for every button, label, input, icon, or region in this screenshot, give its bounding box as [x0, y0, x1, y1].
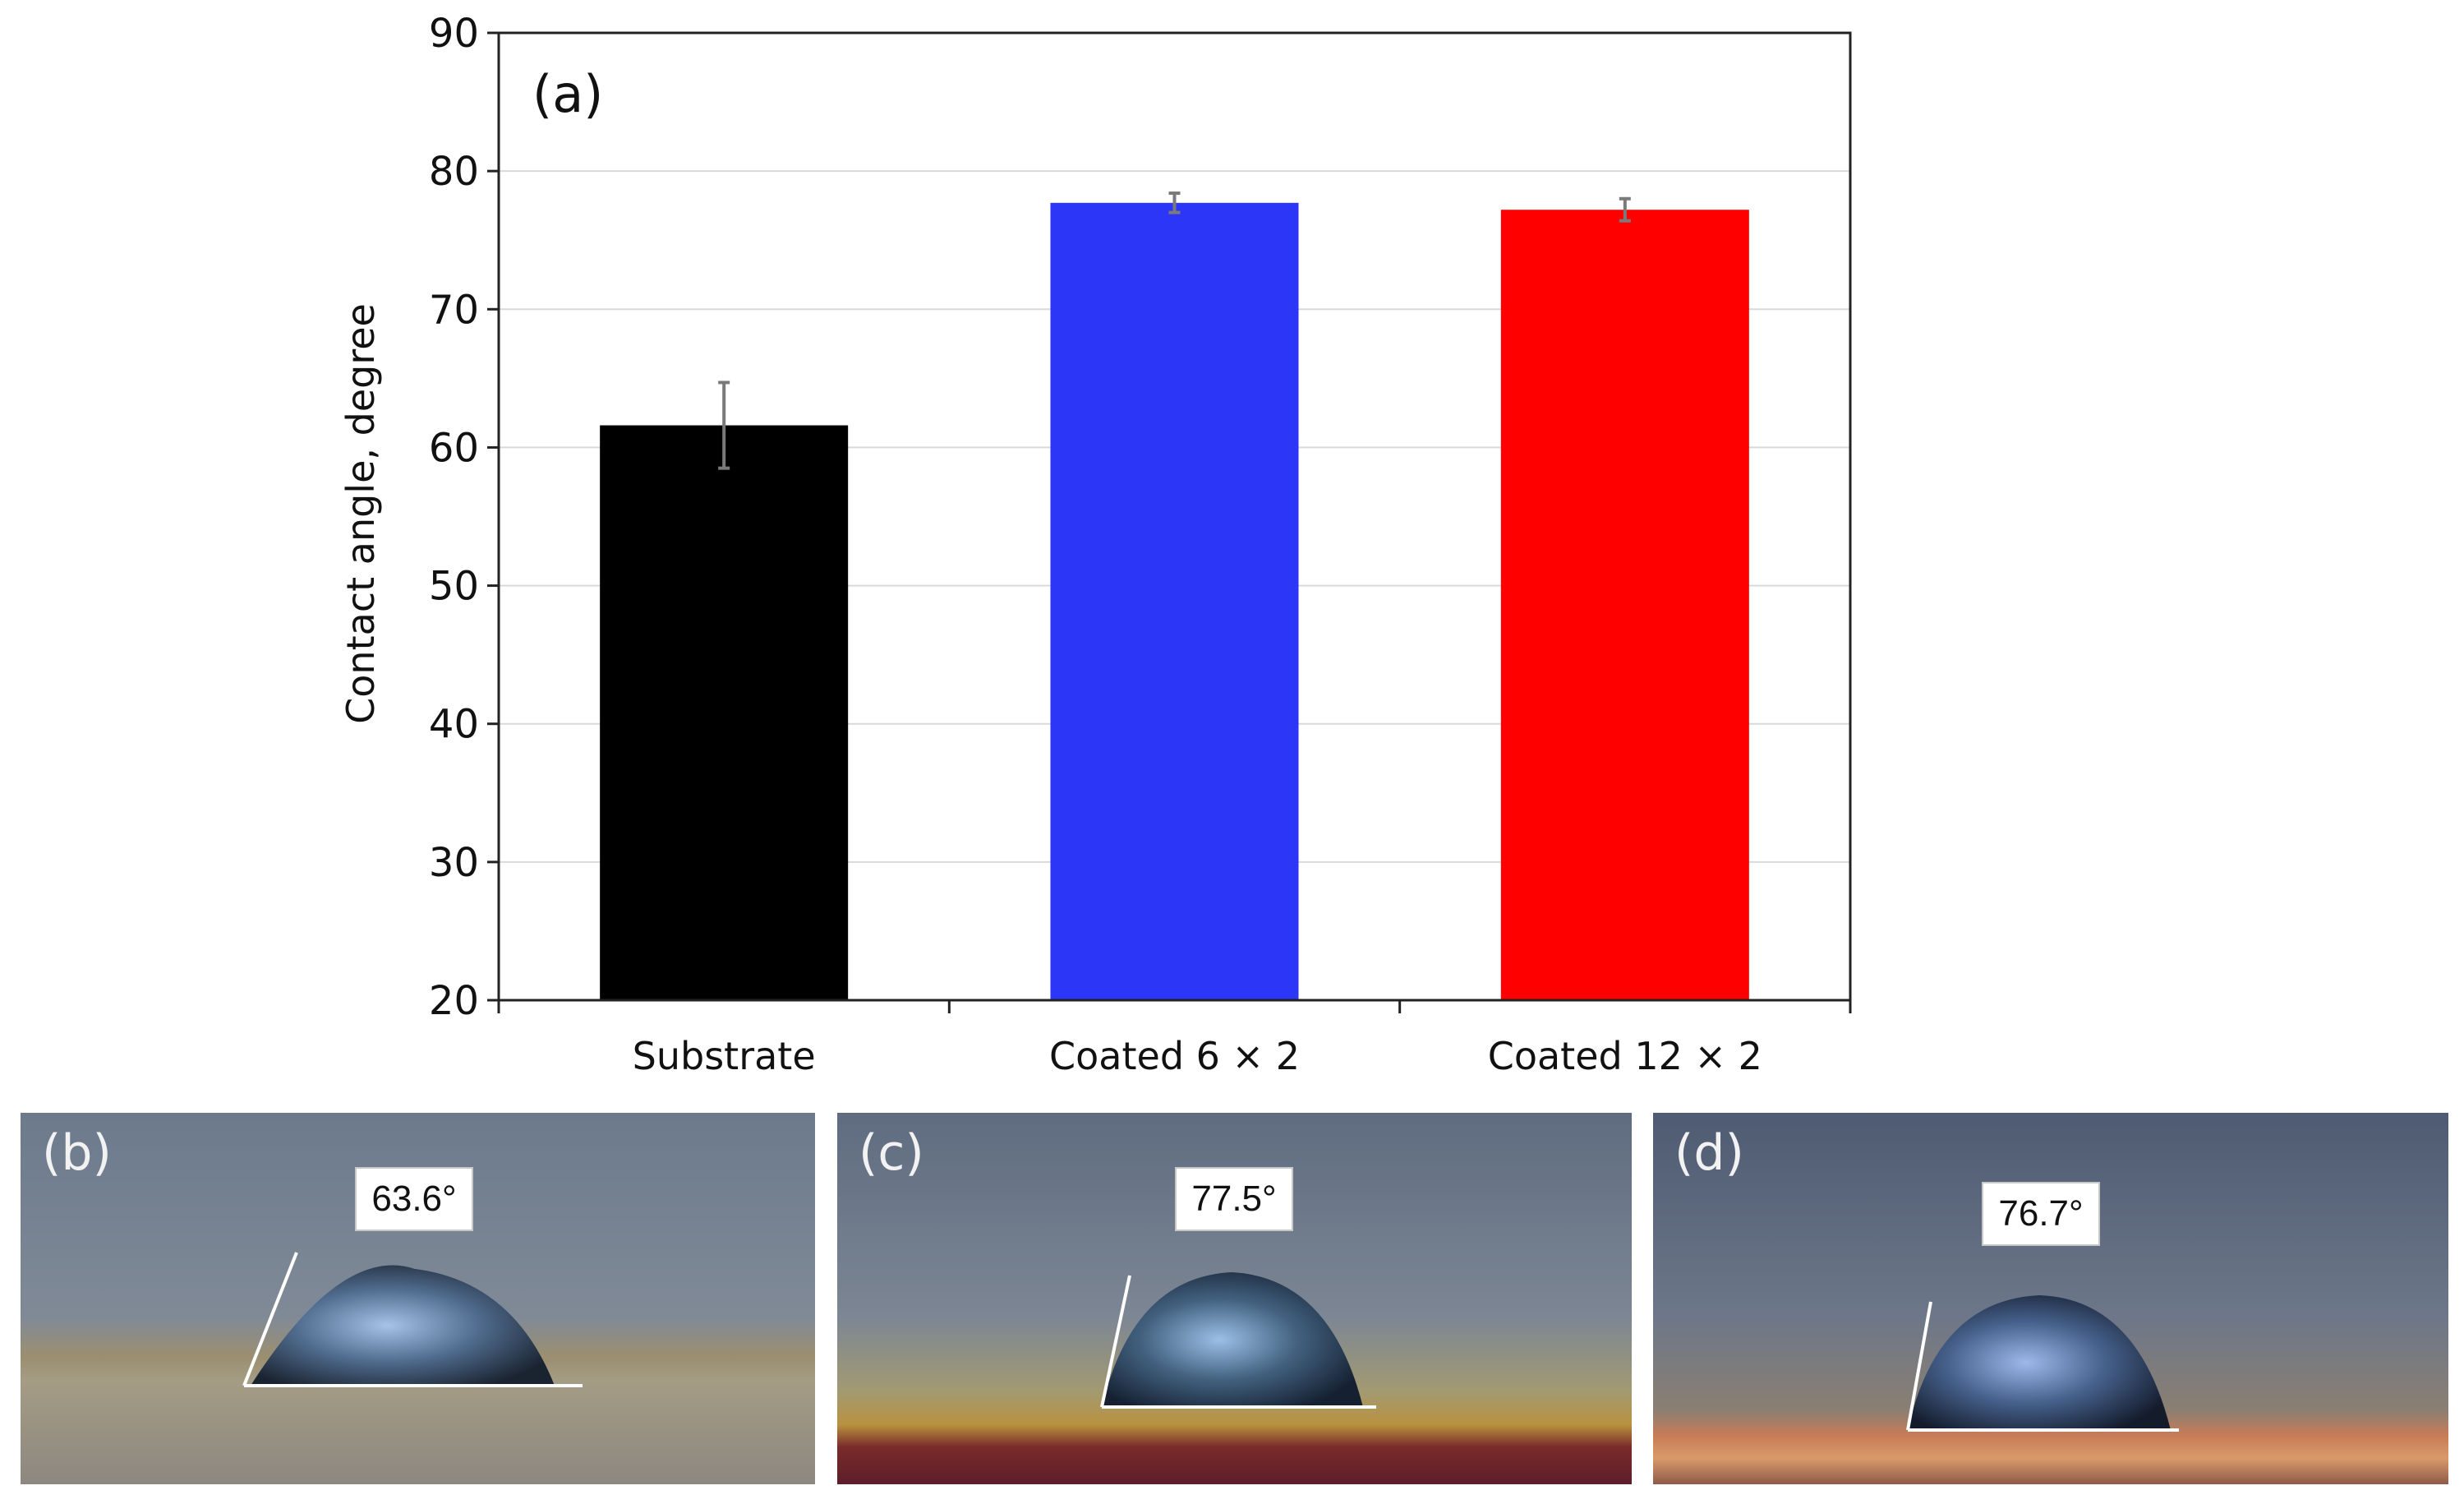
axes — [487, 31, 1852, 1013]
y-tick-labels: 20 30 40 50 60 70 80 90 — [429, 11, 479, 1024]
photo-label-d: (d) — [1674, 1124, 1744, 1182]
photo-label-b: (b) — [42, 1124, 112, 1182]
plot-frame — [497, 31, 1852, 1002]
y-tick-label: 20 — [429, 978, 479, 1024]
y-tick-label: 40 — [429, 702, 479, 748]
bar-chart: 20 30 40 50 60 70 80 90 Substrate Coated 6 × 2 Co… — [339, 11, 1852, 1078]
x-category-label: Coated 12 × 2 — [1488, 1034, 1762, 1078]
y-tick-label: 90 — [429, 11, 479, 57]
x-category-label: Coated 6 × 2 — [1049, 1034, 1300, 1078]
y-tick-label: 30 — [429, 840, 479, 886]
error-bars — [718, 191, 1631, 470]
y-tick-label: 70 — [429, 287, 479, 333]
angle-readout-d: 76.7° — [1982, 1182, 2100, 1246]
y-tick-label: 50 — [429, 564, 479, 610]
bars — [600, 202, 1749, 1001]
droplet-image-d — [1653, 1113, 2448, 1484]
bar-3 — [1500, 210, 1749, 1001]
bar-1 — [600, 425, 849, 1000]
y-tick-label: 80 — [429, 149, 479, 195]
droplet-photo-d: (d) 76.7° — [1653, 1113, 2448, 1484]
x-category-label: Substrate — [633, 1034, 816, 1078]
x-category-labels: Substrate Coated 6 × 2 Coated 12 × 2 — [633, 1034, 1762, 1078]
droplet-photo-c: (c) 77.5° — [837, 1113, 1632, 1484]
droplet-photo-b: (b) 63.6° — [21, 1113, 815, 1484]
photo-label-c: (c) — [859, 1124, 924, 1182]
y-tick-label: 60 — [429, 425, 479, 471]
angle-readout-c: 77.5° — [1175, 1167, 1293, 1231]
bar-2 — [1050, 202, 1299, 1000]
panel-label-a: (a) — [532, 64, 603, 124]
angle-readout-b: 63.6° — [355, 1167, 473, 1231]
y-axis-title: Contact angle, degree — [339, 303, 383, 724]
